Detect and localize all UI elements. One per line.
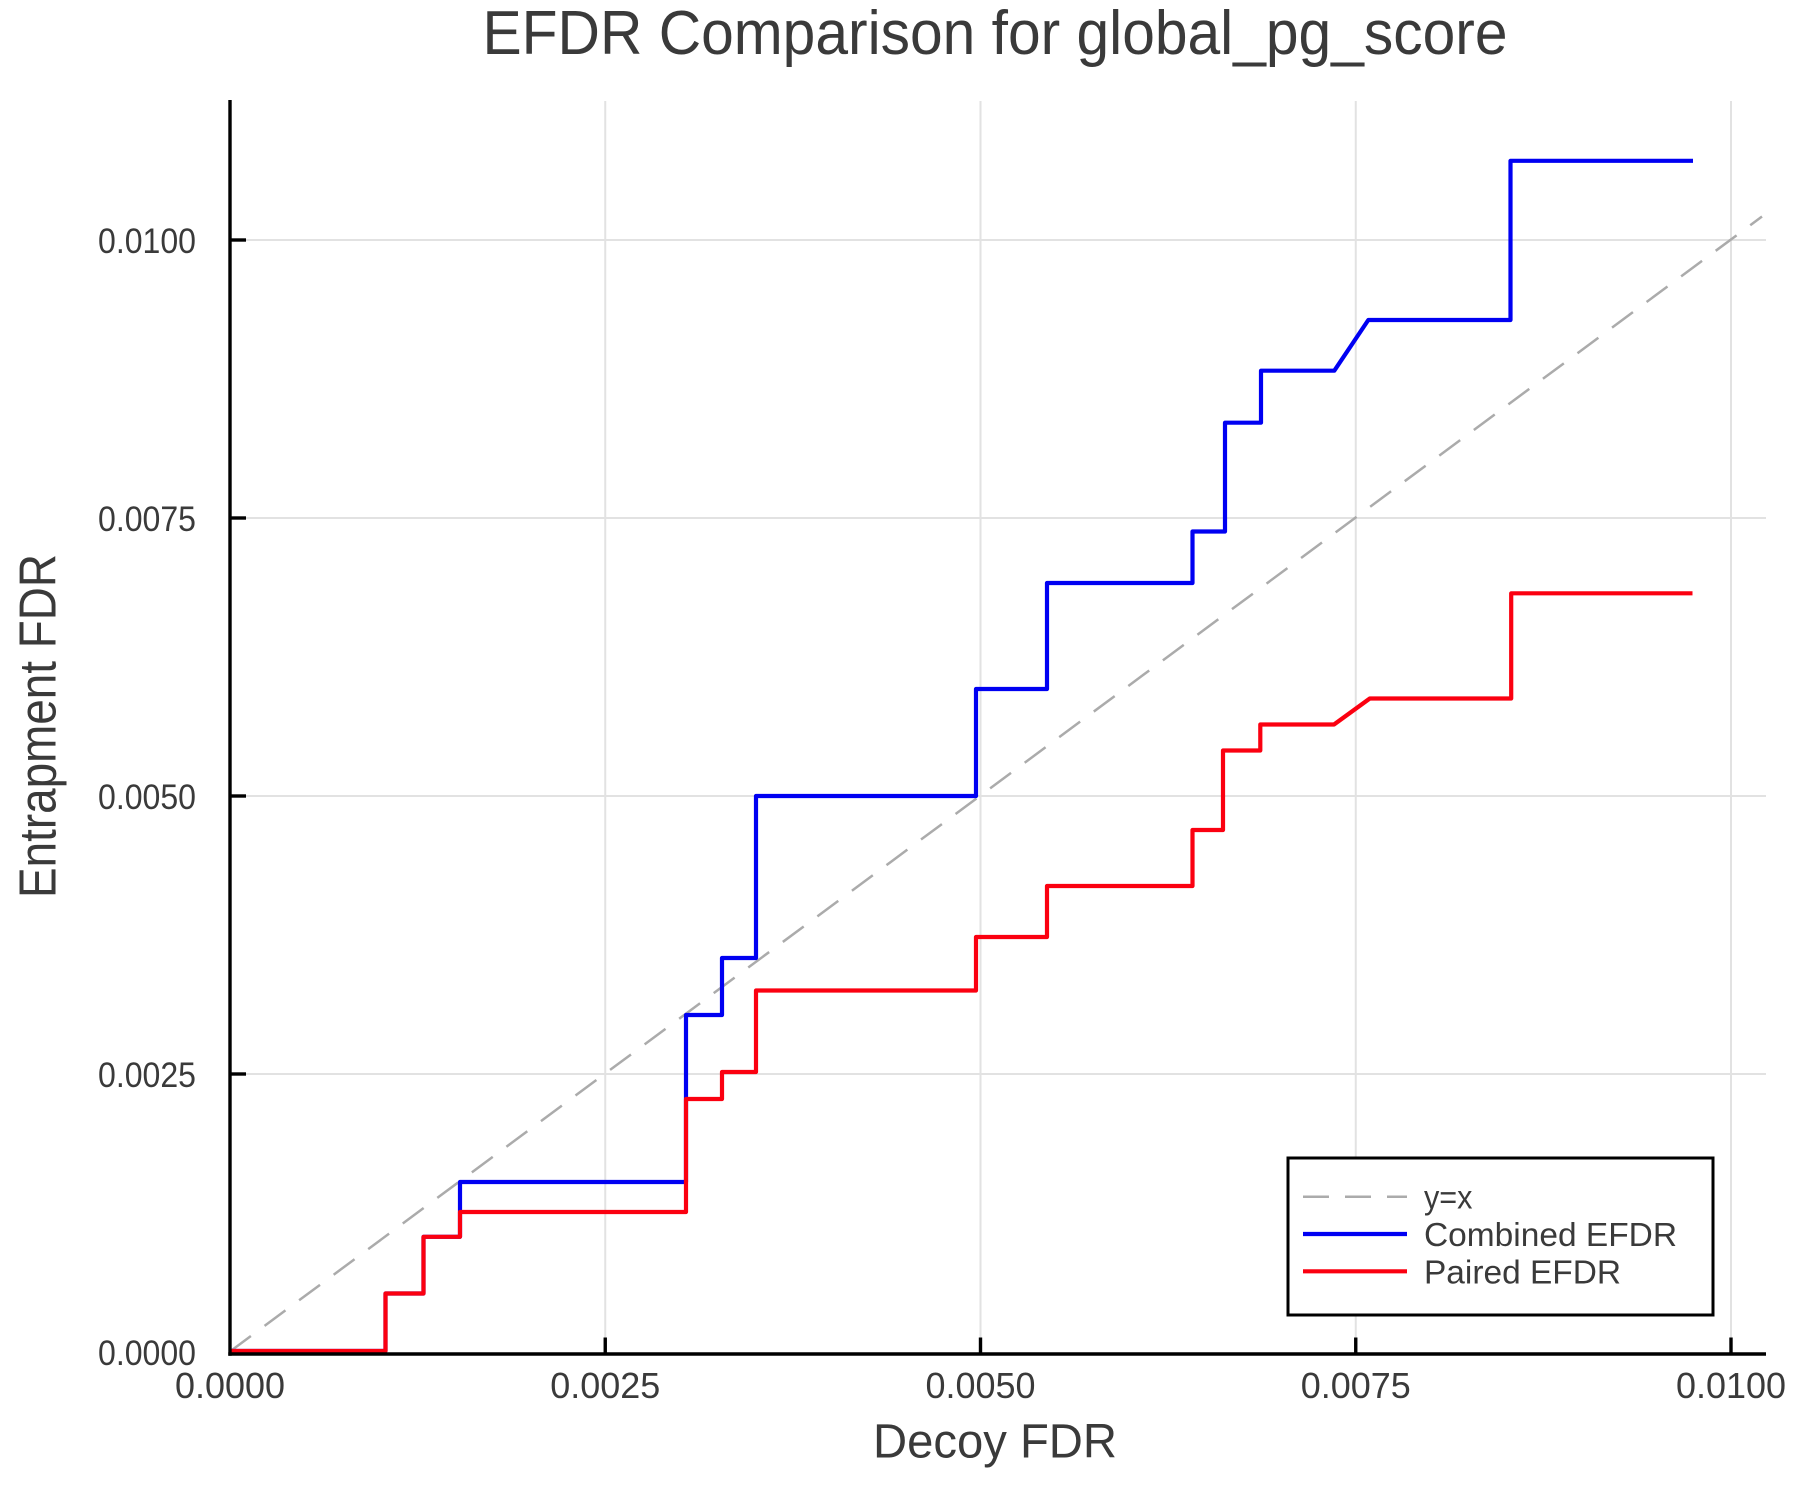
svg-text:0.0050: 0.0050	[926, 1365, 1036, 1406]
svg-text:0.0100: 0.0100	[1676, 1365, 1786, 1406]
svg-text:y=x: y=x	[1424, 1179, 1473, 1216]
svg-text:Decoy FDR: Decoy FDR	[873, 1416, 1117, 1469]
svg-text:0.0050: 0.0050	[98, 777, 196, 817]
svg-text:0.0000: 0.0000	[98, 1333, 196, 1373]
svg-text:Paired EFDR: Paired EFDR	[1424, 1253, 1621, 1290]
svg-text:0.0100: 0.0100	[98, 221, 196, 261]
svg-text:0.0075: 0.0075	[98, 499, 196, 539]
svg-text:0.0000: 0.0000	[175, 1365, 285, 1406]
svg-text:EFDR Comparison for global_pg_: EFDR Comparison for global_pg_score	[483, 0, 1508, 68]
svg-text:0.0025: 0.0025	[98, 1055, 196, 1095]
svg-text:0.0075: 0.0075	[1301, 1365, 1411, 1406]
svg-text:Entrapment FDR: Entrapment FDR	[9, 554, 67, 898]
svg-text:0.0025: 0.0025	[550, 1365, 660, 1406]
svg-text:Combined EFDR: Combined EFDR	[1424, 1216, 1677, 1253]
